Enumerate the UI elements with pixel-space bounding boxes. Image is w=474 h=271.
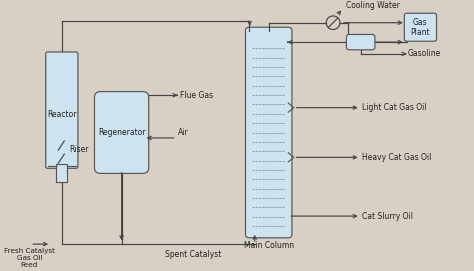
Text: Cat Slurry Oil: Cat Slurry Oil: [362, 212, 413, 221]
Text: Flue Gas: Flue Gas: [180, 91, 213, 100]
Text: Regenerator: Regenerator: [98, 128, 146, 137]
Text: Gasoline: Gasoline: [408, 49, 441, 58]
Text: Light Cat Gas Oil: Light Cat Gas Oil: [362, 103, 427, 112]
Text: Reactor: Reactor: [47, 110, 77, 119]
Text: Cooling Water: Cooling Water: [346, 1, 400, 10]
FancyBboxPatch shape: [404, 13, 437, 41]
FancyBboxPatch shape: [46, 52, 78, 168]
Text: Fresh Catalyst
Gas Oil
Feed: Fresh Catalyst Gas Oil Feed: [4, 248, 55, 268]
Text: Main Column: Main Column: [244, 241, 294, 250]
Text: Heavy Cat Gas Oil: Heavy Cat Gas Oil: [362, 153, 431, 162]
Text: Riser: Riser: [70, 145, 89, 154]
FancyBboxPatch shape: [246, 27, 292, 238]
FancyBboxPatch shape: [94, 92, 149, 173]
Text: Spent Catalyst: Spent Catalyst: [165, 250, 222, 259]
Text: Air: Air: [178, 128, 189, 137]
Bar: [56, 164, 67, 182]
Text: Gas
Plant: Gas Plant: [410, 18, 430, 37]
FancyBboxPatch shape: [346, 34, 375, 50]
